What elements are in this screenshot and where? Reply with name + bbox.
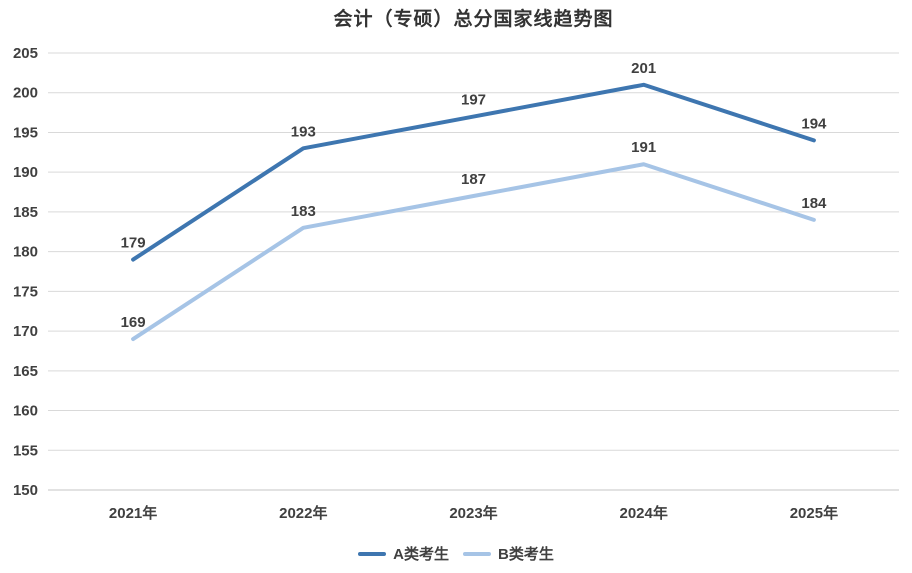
y-tick-label: 155 [13, 442, 38, 459]
data-label: 183 [291, 203, 316, 220]
y-tick-label: 190 [13, 164, 38, 181]
series-line-0 [131, 82, 816, 262]
y-tick-label: 195 [13, 124, 38, 141]
data-label: 179 [121, 235, 146, 252]
data-label: 193 [291, 123, 316, 140]
legend-line-swatch [358, 551, 387, 556]
legend-item-1: B类考生 [463, 543, 554, 564]
x-tick-label: 2023年 [449, 504, 497, 522]
data-label: 184 [801, 195, 827, 212]
data-label: 187 [461, 171, 486, 188]
y-tick-label: 170 [13, 323, 38, 340]
y-tick-label: 175 [13, 283, 38, 300]
series-line-1 [131, 162, 816, 342]
data-label: 169 [121, 314, 146, 331]
data-label: 197 [461, 92, 486, 109]
chart-title: 会计（专硕）总分国家线趋势图 [333, 9, 614, 30]
legend-item-0: A类考生 [358, 543, 449, 564]
y-tick-label: 180 [13, 244, 38, 261]
y-tick-label: 205 [13, 45, 38, 62]
y-tick-label: 200 [13, 85, 38, 102]
y-tick-label: 185 [13, 204, 38, 221]
data-label: 191 [631, 139, 656, 156]
x-tick-label: 2024年 [620, 504, 668, 522]
legend-label: B类考生 [498, 546, 554, 563]
x-tick-label: 2021年 [109, 504, 157, 522]
legend-line-swatch [463, 551, 491, 556]
y-tick-label: 160 [13, 403, 38, 420]
x-tick-label: 2022年 [279, 504, 327, 522]
legend-label: A类考生 [393, 546, 449, 563]
y-tick-label: 165 [13, 363, 38, 380]
chart-legend: A类考生 B类考生 [0, 543, 912, 564]
data-label: 201 [631, 60, 656, 77]
data-label: 194 [801, 115, 827, 132]
y-tick-label: 150 [13, 482, 38, 499]
x-tick-label: 2025年 [790, 504, 838, 522]
